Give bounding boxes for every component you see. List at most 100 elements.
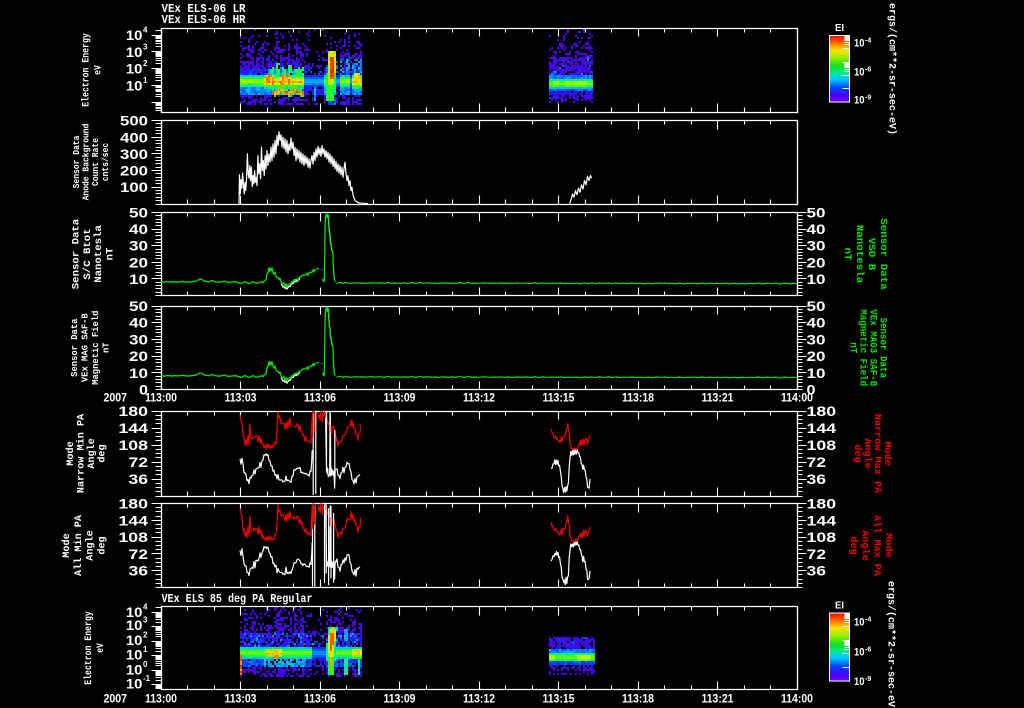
svg-text:30: 30: [807, 238, 826, 254]
svg-text:VEx ELS-06 HR: VEx ELS-06 HR: [162, 13, 247, 27]
svg-text:113:06: 113:06: [304, 692, 336, 706]
svg-text:nT: nT: [841, 248, 852, 261]
svg-text:20: 20: [807, 348, 826, 364]
svg-text:Sensor Data: Sensor Data: [71, 135, 82, 188]
svg-text:72: 72: [807, 454, 827, 470]
svg-text:10: 10: [126, 604, 143, 620]
svg-text:113:00: 113:00: [145, 692, 177, 706]
svg-text:50: 50: [807, 205, 826, 221]
svg-text:180: 180: [807, 403, 837, 419]
svg-text:50: 50: [129, 205, 148, 221]
svg-text:108: 108: [807, 529, 837, 545]
svg-text:-6: -6: [865, 67, 871, 74]
svg-text:VEx MAG3 SAF-B: VEx MAG3 SAF-B: [866, 309, 877, 386]
svg-text:10: 10: [126, 27, 143, 43]
svg-text:0: 0: [139, 382, 148, 398]
svg-text:30: 30: [129, 238, 148, 254]
svg-text:40: 40: [807, 221, 826, 237]
svg-text:Sensor Data: Sensor Data: [877, 218, 888, 290]
svg-text:180: 180: [807, 496, 837, 512]
svg-text:1: 1: [143, 76, 148, 85]
svg-text:114:00: 114:00: [781, 391, 813, 405]
svg-text:eV: eV: [96, 643, 107, 653]
svg-text:Angle: Angle: [861, 438, 873, 469]
svg-text:400: 400: [120, 129, 148, 145]
svg-text:113:09: 113:09: [384, 692, 416, 706]
svg-text:Narrow Max PA: Narrow Max PA: [871, 414, 882, 493]
svg-text:Sensor Data: Sensor Data: [876, 317, 887, 378]
svg-text:10: 10: [126, 662, 143, 678]
svg-text:VEx ELS 85 deg PA Regular: VEx ELS 85 deg PA Regular: [162, 592, 313, 606]
svg-text:Narrow Min PA: Narrow Min PA: [75, 414, 87, 493]
svg-text:Magnetic Field: Magnetic Field: [90, 310, 101, 384]
svg-text:30: 30: [807, 331, 826, 347]
svg-text:cnts/sec: cnts/sec: [100, 143, 111, 182]
svg-text:10: 10: [126, 617, 143, 633]
svg-text:Magnetic Field: Magnetic Field: [856, 309, 868, 386]
svg-text:113:15: 113:15: [543, 692, 575, 706]
svg-text:10: 10: [129, 271, 148, 287]
svg-text:113:15: 113:15: [543, 391, 575, 405]
svg-text:10: 10: [854, 67, 865, 79]
svg-text:113:03: 113:03: [225, 692, 257, 706]
svg-text:All Max PA: All Max PA: [870, 515, 882, 576]
svg-text:113:00: 113:00: [145, 391, 177, 405]
svg-text:113:09: 113:09: [384, 391, 416, 405]
svg-text:Electron Energy: Electron Energy: [81, 33, 93, 107]
svg-text:113:21: 113:21: [702, 391, 734, 405]
svg-text:4: 4: [143, 26, 148, 35]
svg-text:30: 30: [129, 331, 148, 347]
svg-text:10: 10: [854, 95, 865, 107]
svg-text:1: 1: [143, 645, 148, 654]
svg-text:72: 72: [129, 454, 149, 470]
svg-text:Mode: Mode: [882, 533, 894, 557]
svg-text:10: 10: [854, 616, 865, 628]
svg-text:S/C Btot: S/C Btot: [82, 228, 94, 279]
svg-text:113:12: 113:12: [463, 391, 495, 405]
svg-text:40: 40: [129, 315, 148, 331]
svg-text:500: 500: [120, 113, 148, 129]
svg-text:ergs/(cm**2-sr-sec-eV): ergs/(cm**2-sr-sec-eV): [885, 581, 897, 708]
svg-text:Count Rate: Count Rate: [90, 138, 101, 186]
svg-text:144: 144: [807, 512, 837, 528]
svg-text:113:06: 113:06: [304, 391, 336, 405]
svg-text:36: 36: [129, 563, 149, 579]
svg-text:300: 300: [120, 146, 148, 162]
svg-text:20: 20: [129, 254, 148, 270]
svg-text:VSO B: VSO B: [865, 238, 876, 271]
svg-text:10: 10: [129, 365, 148, 381]
svg-text:EI: EI: [835, 601, 844, 612]
svg-text:10: 10: [807, 271, 826, 287]
svg-text:-9: -9: [865, 676, 871, 683]
svg-text:72: 72: [807, 546, 827, 562]
svg-text:113:18: 113:18: [622, 391, 654, 405]
svg-text:10: 10: [126, 647, 143, 663]
svg-text:50: 50: [129, 298, 148, 314]
svg-text:Mode: Mode: [61, 533, 73, 557]
svg-text:108: 108: [118, 529, 148, 545]
svg-text:Sensor Data: Sensor Data: [72, 219, 83, 289]
svg-text:144: 144: [807, 420, 837, 436]
svg-text:10: 10: [854, 38, 865, 50]
svg-text:Mode: Mode: [65, 441, 77, 465]
svg-text:36: 36: [129, 471, 149, 487]
svg-text:deg: deg: [97, 444, 109, 462]
svg-text:-6: -6: [865, 647, 871, 654]
svg-text:10: 10: [126, 44, 143, 60]
svg-text:Electron Energy: Electron Energy: [83, 611, 95, 685]
svg-text:VEx MAG SAF-B: VEx MAG SAF-B: [80, 313, 91, 382]
svg-text:EI: EI: [835, 23, 844, 34]
svg-text:72: 72: [129, 546, 149, 562]
svg-text:114:00: 114:00: [781, 692, 813, 706]
svg-text:0: 0: [143, 660, 148, 669]
svg-text:2007: 2007: [104, 391, 128, 405]
svg-text:113:21: 113:21: [702, 692, 734, 706]
svg-text:0: 0: [807, 382, 816, 398]
svg-text:113:12: 113:12: [463, 692, 495, 706]
svg-text:200: 200: [120, 163, 148, 179]
svg-text:144: 144: [118, 420, 148, 436]
svg-text:Sensor Data: Sensor Data: [69, 318, 80, 377]
svg-text:113:18: 113:18: [622, 692, 654, 706]
svg-text:36: 36: [807, 563, 827, 579]
svg-text:Angle: Angle: [86, 438, 98, 469]
